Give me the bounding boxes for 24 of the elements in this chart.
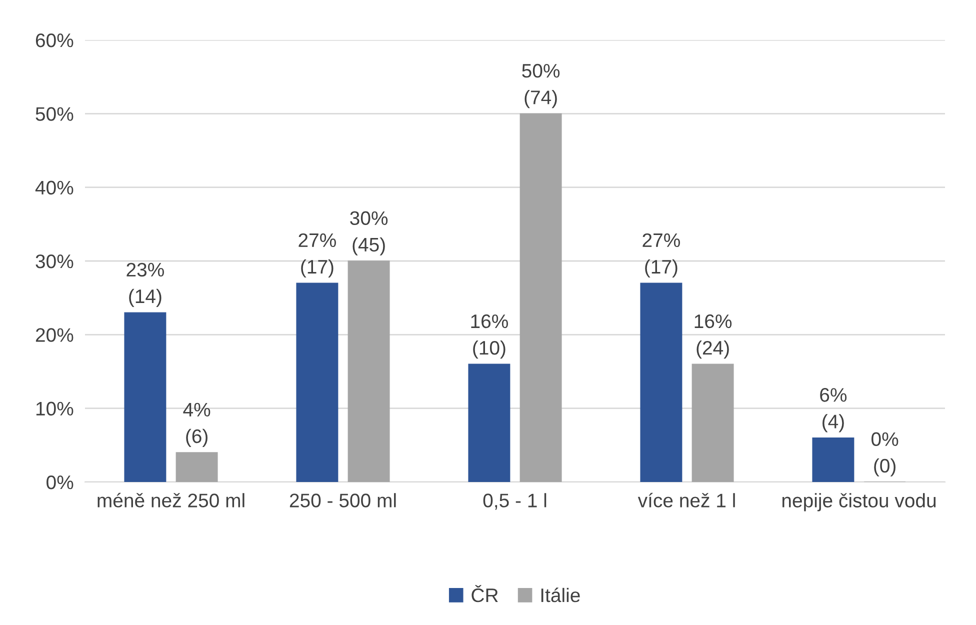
data-label: 27% (17) — [298, 233, 336, 278]
y-tick-label: 40% — [35, 180, 74, 195]
legend-label: ČR — [472, 584, 498, 602]
x-tick-label: více než 1 l — [638, 492, 735, 508]
y-tick-label: 20% — [36, 328, 74, 342]
y-tick-label: 50% — [36, 107, 74, 121]
legend-label: Itálie — [541, 588, 580, 602]
y-tick-label: 0% — [46, 475, 74, 490]
data-label: 50% (74) — [522, 64, 560, 108]
y-tick-label: 60% — [36, 33, 74, 48]
data-label: 30% (45) — [350, 211, 388, 256]
x-tick-label: nepije čistou vodu — [782, 493, 936, 512]
data-label: 16% (24) — [694, 314, 732, 359]
x-tick-label: 250 - 500 ml — [290, 493, 396, 508]
data-label: 16% (10) — [471, 314, 508, 359]
data-label: 27% (17) — [642, 233, 680, 278]
y-tick-label: 30% — [36, 254, 74, 268]
data-label: 23% (14) — [126, 262, 164, 307]
data-label: 0% (0) — [872, 432, 898, 476]
x-tick-label: méně než 250 ml — [98, 492, 244, 508]
y-tick-label: 10% — [36, 402, 74, 416]
data-label: 4% (6) — [183, 402, 210, 447]
data-label: 6% (4) — [820, 388, 847, 432]
x-tick-label: 0,5 - 1 l — [483, 493, 546, 510]
